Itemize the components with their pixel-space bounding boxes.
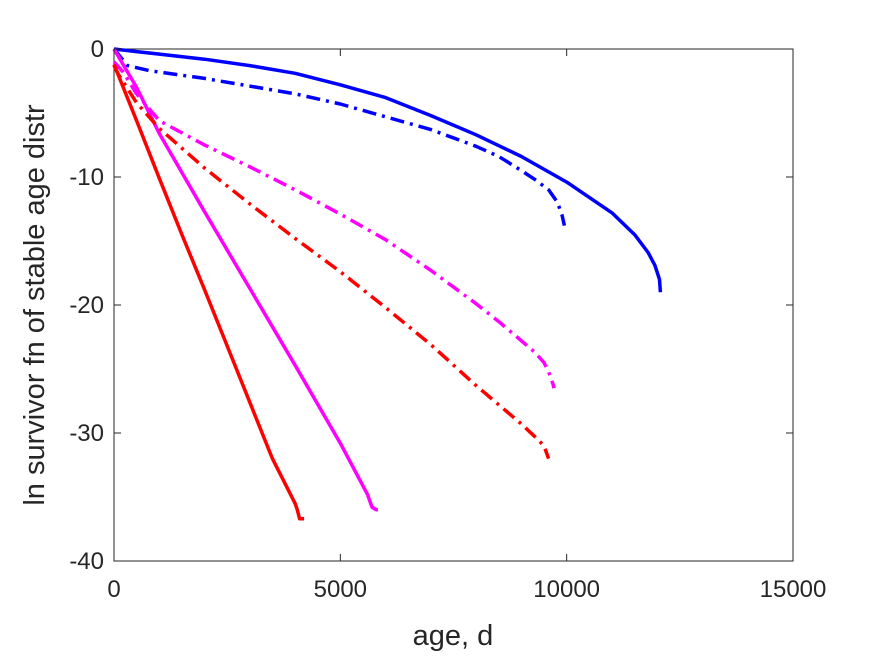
y-tick-label: -40 xyxy=(69,548,104,575)
y-tick-label: -10 xyxy=(69,164,104,191)
x-tick-label: 10000 xyxy=(533,576,600,603)
series-line-4 xyxy=(112,60,556,389)
y-tick-label: -30 xyxy=(69,420,104,447)
x-tick-label: 5000 xyxy=(314,576,367,603)
series-line-5 xyxy=(112,63,305,521)
x-tick-label: 0 xyxy=(107,576,120,603)
series-layer xyxy=(112,47,663,521)
series-line-6 xyxy=(112,64,551,460)
y-tick-label: 0 xyxy=(91,36,104,63)
series-line-2 xyxy=(112,47,567,226)
y-axis-label: ln survivor fn of stable age distr xyxy=(19,104,51,506)
x-axis-label: age, d xyxy=(413,620,494,652)
y-tick-label: -20 xyxy=(69,292,104,319)
series-line-1 xyxy=(113,47,663,293)
tick-layer: 0 5000 10000 15000 0 -10 -20 -30 -40 xyxy=(69,36,826,603)
x-tick-label: 15000 xyxy=(760,576,827,603)
plot-area xyxy=(113,48,794,562)
